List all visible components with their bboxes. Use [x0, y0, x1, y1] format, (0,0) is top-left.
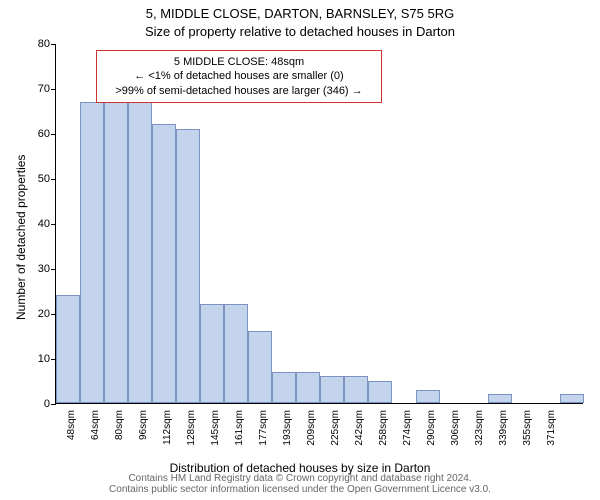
chart-title-desc: Size of property relative to detached ho…	[0, 24, 600, 39]
annotation-line2: ← <1% of detached houses are smaller (0)	[103, 69, 375, 83]
ytick-mark	[51, 89, 56, 90]
histogram-bar	[344, 376, 368, 403]
histogram-bar	[368, 381, 392, 404]
ytick-label: 0	[20, 398, 50, 410]
ytick-mark	[51, 224, 56, 225]
xtick-label: 209sqm	[306, 410, 317, 450]
histogram-bar	[56, 295, 80, 403]
histogram-bar	[152, 124, 176, 403]
histogram-plot-area: 5 MIDDLE CLOSE: 48sqm ← <1% of detached …	[55, 44, 583, 404]
ytick-label: 20	[20, 308, 50, 320]
histogram-bar	[224, 304, 248, 403]
histogram-bar	[128, 93, 152, 404]
histogram-bar	[416, 390, 440, 404]
annotation-line1: 5 MIDDLE CLOSE: 48sqm	[103, 55, 375, 69]
xtick-label: 274sqm	[402, 410, 413, 450]
xtick-label: 112sqm	[162, 410, 173, 450]
xtick-label: 258sqm	[378, 410, 389, 450]
histogram-bar	[296, 372, 320, 404]
copyright-text: Contains HM Land Registry data © Crown c…	[0, 473, 600, 495]
annotation-line3: >99% of semi-detached houses are larger …	[103, 84, 375, 98]
xtick-label: 242sqm	[354, 410, 365, 450]
xtick-label: 371sqm	[546, 410, 557, 450]
ytick-mark	[51, 134, 56, 135]
xtick-label: 193sqm	[282, 410, 293, 450]
ytick-mark	[51, 44, 56, 45]
xtick-label: 225sqm	[330, 410, 341, 450]
xtick-label: 145sqm	[210, 410, 221, 450]
xtick-label: 177sqm	[258, 410, 269, 450]
histogram-bar	[272, 372, 296, 404]
histogram-bar	[248, 331, 272, 403]
histogram-bar	[560, 394, 584, 403]
ytick-mark	[51, 404, 56, 405]
xtick-label: 290sqm	[426, 410, 437, 450]
ytick-label: 60	[20, 128, 50, 140]
ytick-label: 50	[20, 173, 50, 185]
chart-title-address: 5, MIDDLE CLOSE, DARTON, BARNSLEY, S75 5…	[0, 6, 600, 21]
ytick-label: 80	[20, 38, 50, 50]
ytick-mark	[51, 179, 56, 180]
xtick-label: 323sqm	[474, 410, 485, 450]
xtick-label: 306sqm	[450, 410, 461, 450]
ytick-mark	[51, 269, 56, 270]
xtick-label: 48sqm	[66, 410, 77, 450]
xtick-label: 128sqm	[186, 410, 197, 450]
xtick-label: 355sqm	[522, 410, 533, 450]
ytick-label: 40	[20, 218, 50, 230]
histogram-bar	[488, 394, 512, 403]
xtick-label: 161sqm	[234, 410, 245, 450]
histogram-bar	[200, 304, 224, 403]
xtick-label: 339sqm	[498, 410, 509, 450]
ytick-label: 10	[20, 353, 50, 365]
xtick-label: 80sqm	[114, 410, 125, 450]
ytick-label: 30	[20, 263, 50, 275]
annotation-box: 5 MIDDLE CLOSE: 48sqm ← <1% of detached …	[96, 50, 382, 103]
xtick-label: 64sqm	[90, 410, 101, 450]
xtick-label: 96sqm	[138, 410, 149, 450]
histogram-bar	[80, 102, 104, 404]
histogram-bar	[320, 376, 344, 403]
ytick-label: 70	[20, 83, 50, 95]
histogram-bar	[176, 129, 200, 404]
histogram-bar	[104, 93, 128, 404]
